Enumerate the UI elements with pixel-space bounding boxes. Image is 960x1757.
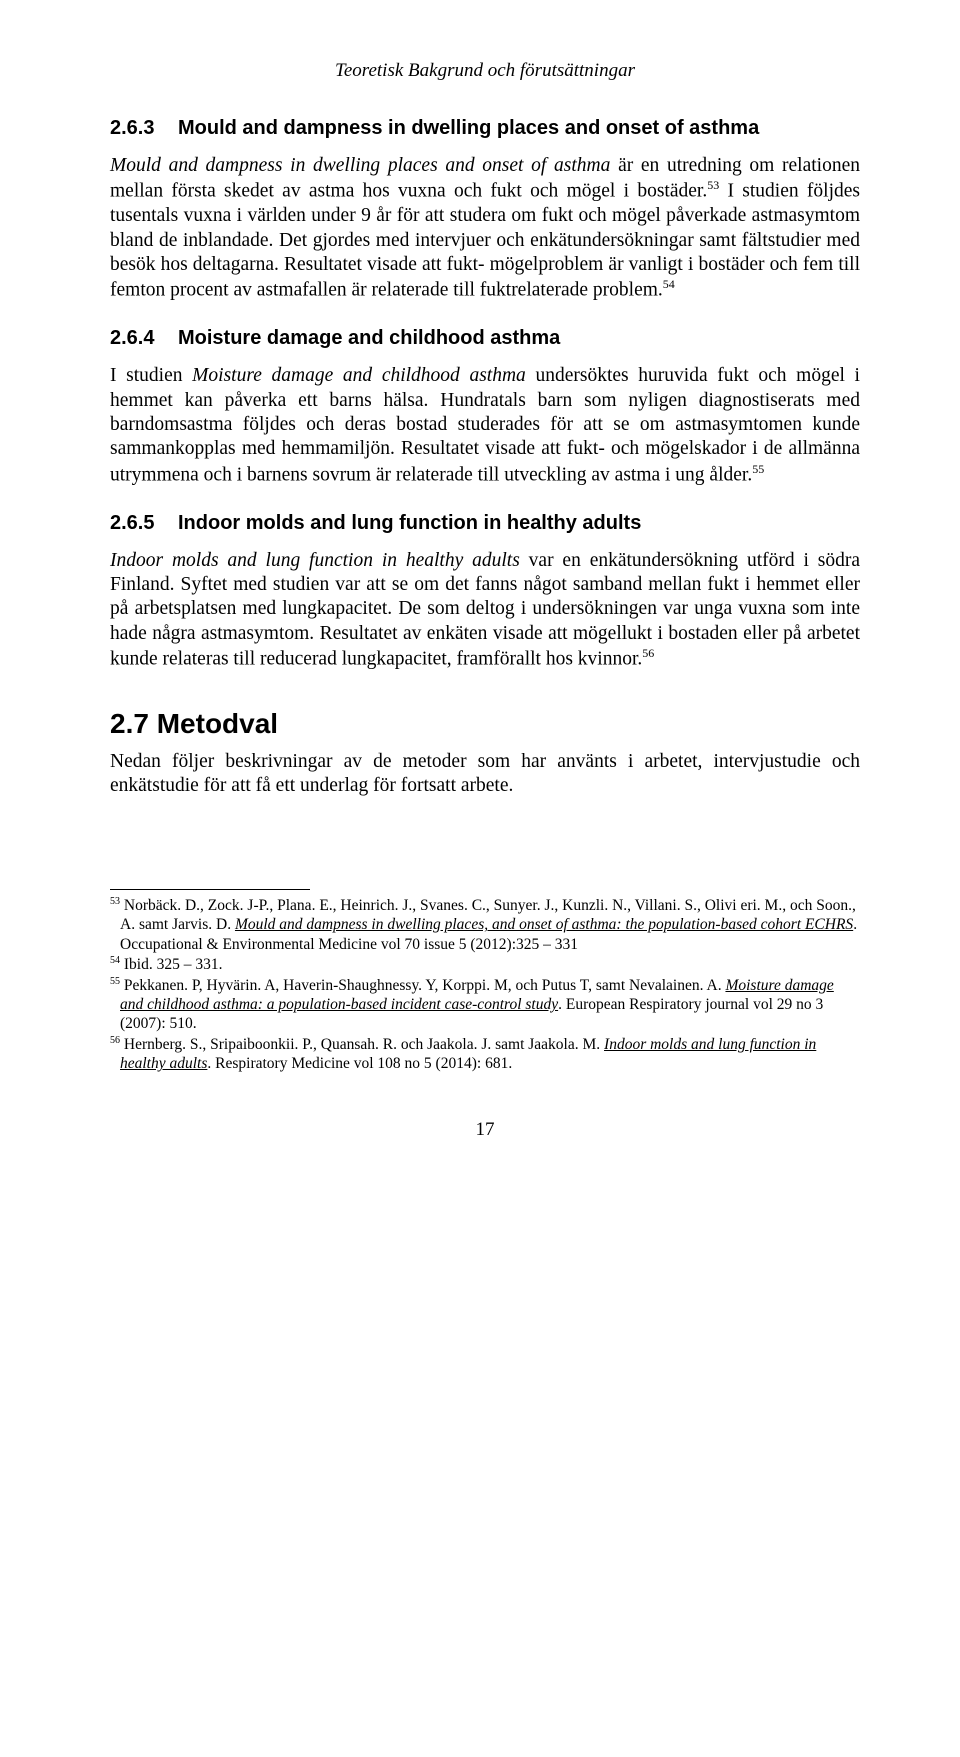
footnote-ref: 53	[707, 178, 719, 192]
footnote-56: 56 Hernberg. S., Sripaiboonkii. P., Quan…	[110, 1035, 860, 1074]
section-heading-263: 2.6.3Mould and dampness in dwelling plac…	[110, 117, 860, 140]
footnote-number: 56	[110, 1035, 120, 1046]
footnote-ref: 54	[663, 277, 675, 291]
paragraph: I studien Moisture damage and childhood …	[110, 364, 860, 487]
page-number: 17	[110, 1119, 860, 1141]
section-heading-265: 2.6.5Indoor molds and lung function in h…	[110, 512, 860, 535]
footnotes-block: 53 Norbäck. D., Zock. J-P., Plana. E., H…	[110, 896, 860, 1074]
running-header: Teoretisk Bakgrund och förutsättningar	[110, 60, 860, 82]
section-number: 2.6.3	[110, 117, 178, 140]
section-title: Indoor molds and lung function in health…	[178, 512, 641, 534]
footnote-citation: Mould and dampness in dwelling places, a…	[235, 916, 853, 933]
chapter-heading-27: 2.7 Metodval	[110, 708, 860, 740]
footnote-number: 55	[110, 976, 120, 987]
footnote-separator	[110, 889, 310, 890]
footnote-53: 53 Norbäck. D., Zock. J-P., Plana. E., H…	[110, 896, 860, 954]
footnote-text: Hernberg. S., Sripaiboonkii. P., Quansah…	[120, 1036, 604, 1053]
paragraph: Indoor molds and lung function in health…	[110, 549, 860, 672]
page-container: Teoretisk Bakgrund och förutsättningar 2…	[0, 0, 960, 1191]
footnote-54: 54 Ibid. 325 – 331.	[110, 955, 860, 975]
chapter-number: 2.7	[110, 708, 149, 739]
text-italic: Mould and dampness in dwelling places an…	[110, 155, 618, 176]
text: I studien	[110, 365, 192, 386]
paragraph: Nedan följer beskrivningar av de metoder…	[110, 750, 860, 799]
section-number: 2.6.5	[110, 512, 178, 535]
text-italic: Moisture damage and childhood asthma	[192, 365, 526, 386]
footnote-text: . Respiratory Medicine vol 108 no 5 (201…	[207, 1055, 512, 1072]
section-title: Moisture damage and childhood asthma	[178, 327, 560, 349]
section-title: Mould and dampness in dwelling places an…	[178, 117, 759, 139]
footnote-ref: 55	[752, 462, 764, 476]
footnote-text: Ibid. 325 – 331.	[120, 956, 222, 973]
footnote-number: 53	[110, 896, 120, 907]
footnote-number: 54	[110, 955, 120, 966]
footnote-text: Pekkanen. P, Hyvärin. A, Haverin-Shaughn…	[120, 977, 725, 994]
section-heading-264: 2.6.4Moisture damage and childhood asthm…	[110, 327, 860, 350]
footnote-ref: 56	[642, 646, 654, 660]
chapter-title: Metodval	[157, 708, 278, 739]
section-number: 2.6.4	[110, 327, 178, 350]
footnote-55: 55 Pekkanen. P, Hyvärin. A, Haverin-Shau…	[110, 976, 860, 1034]
paragraph: Mould and dampness in dwelling places an…	[110, 154, 860, 303]
text-italic: Indoor molds and lung function in health…	[110, 550, 529, 571]
